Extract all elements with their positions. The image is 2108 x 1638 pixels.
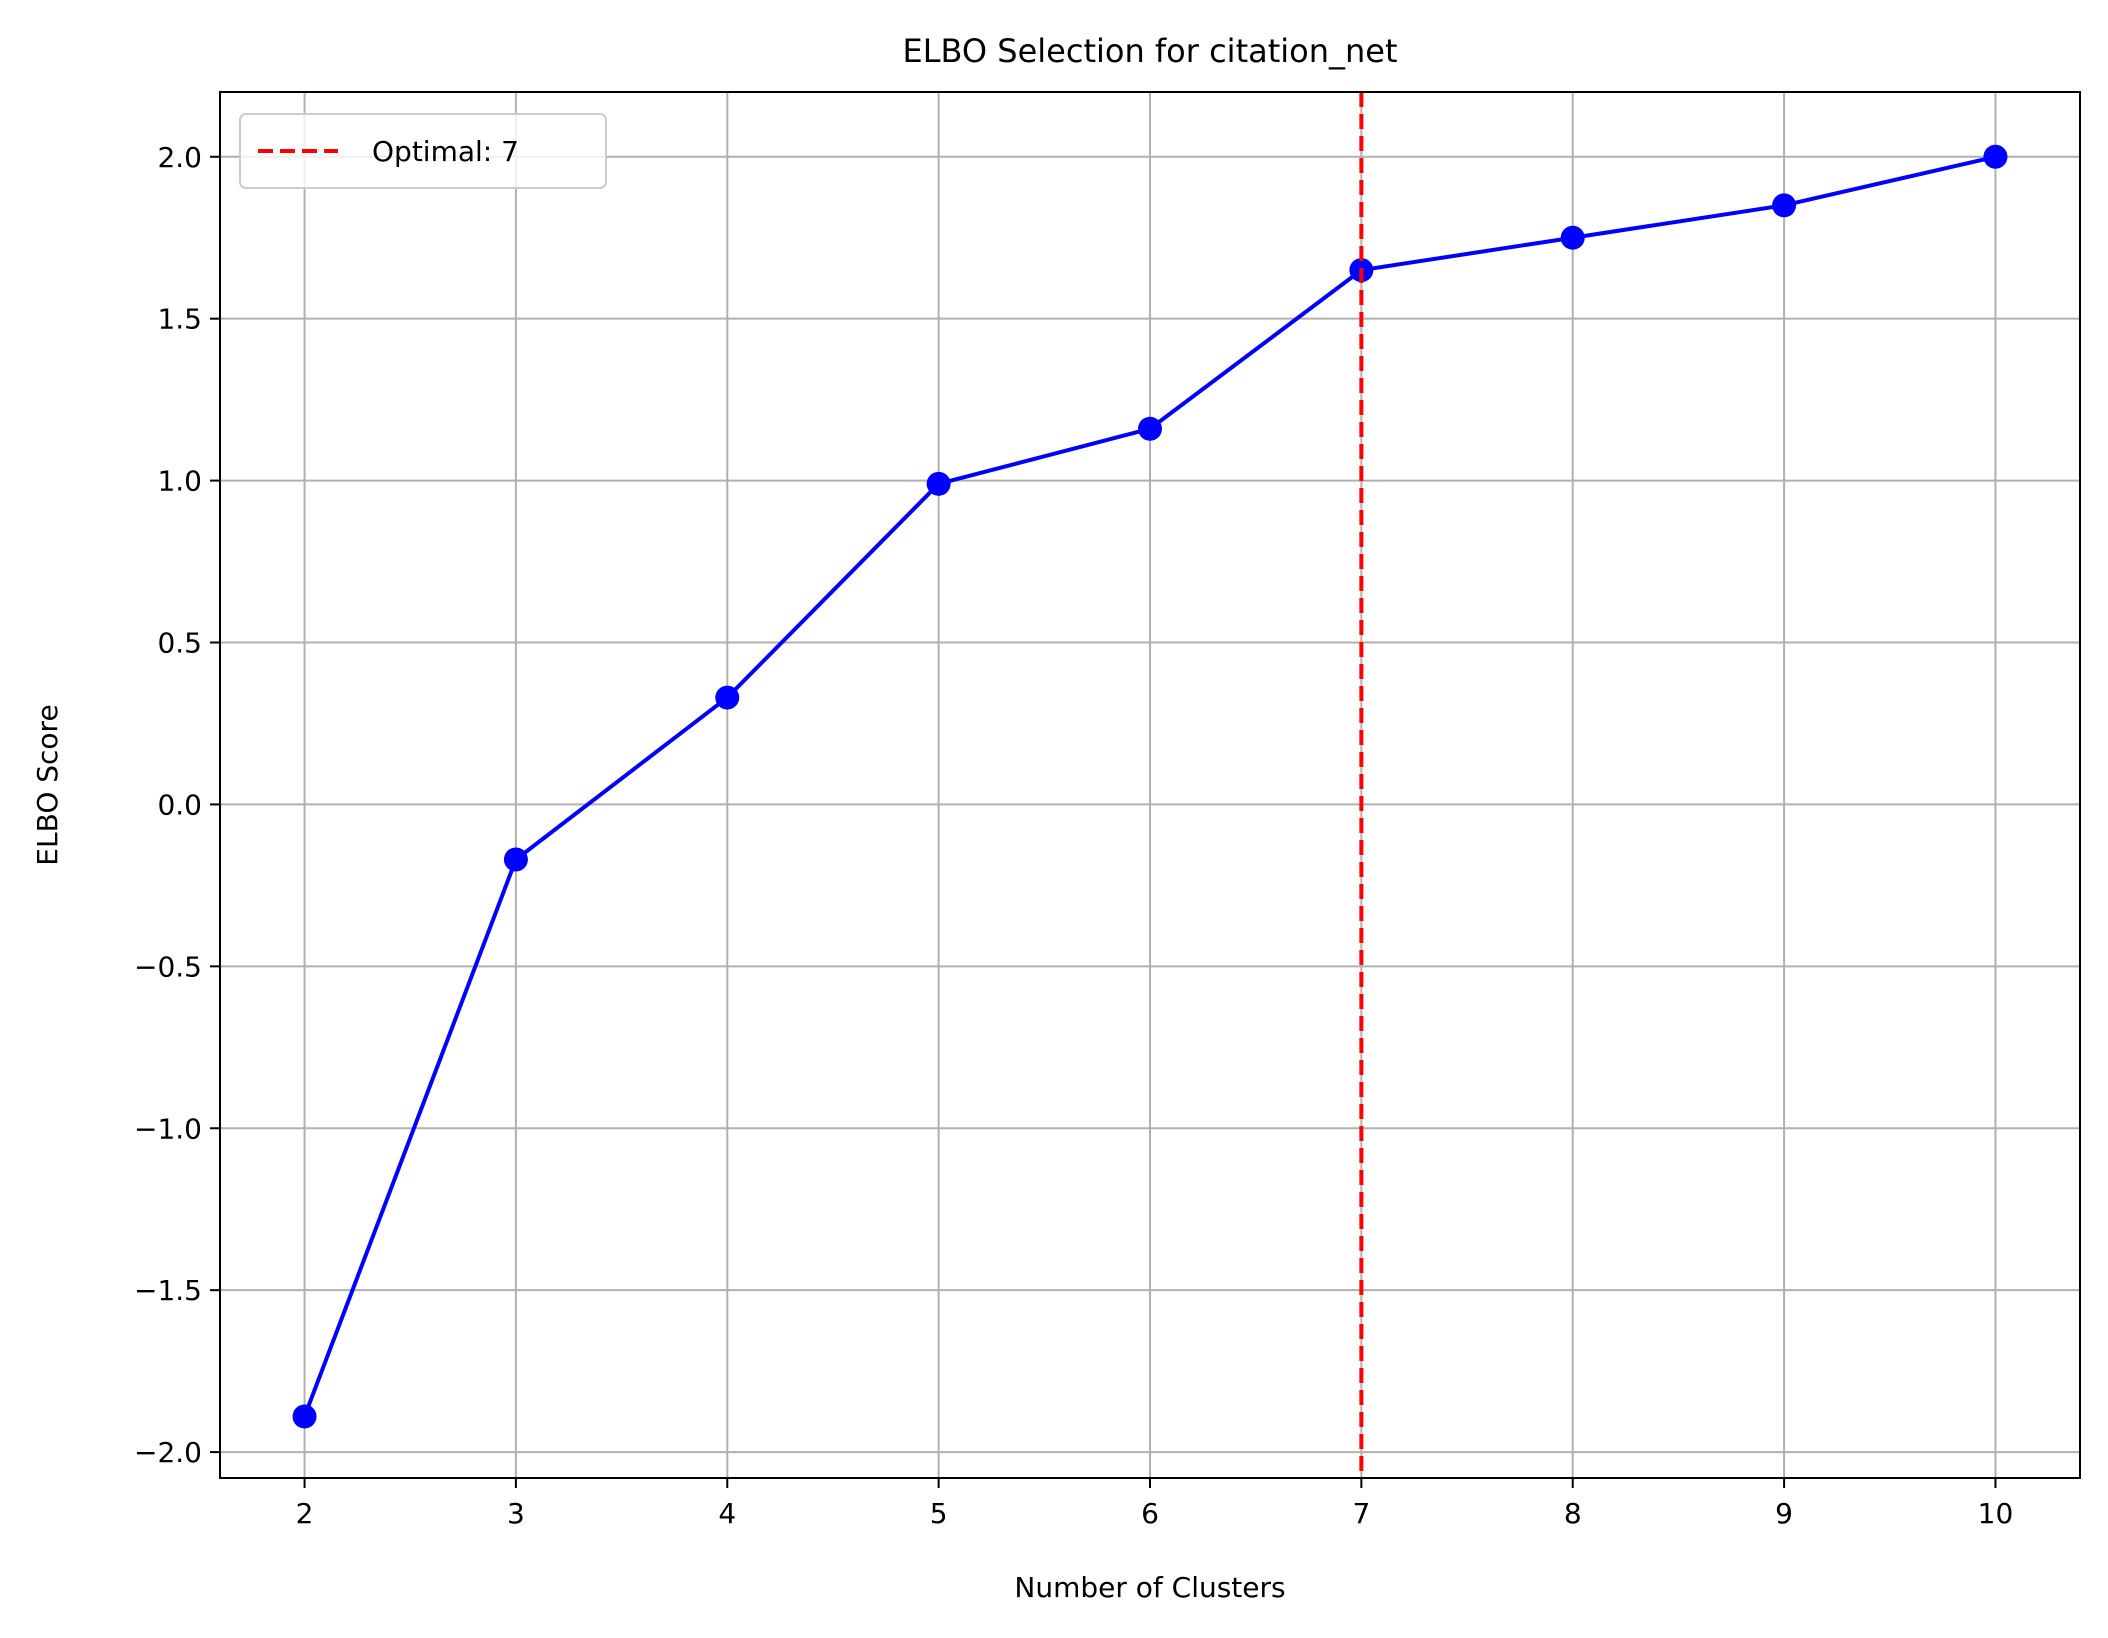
y-tick-label: −1.0 xyxy=(134,1112,202,1145)
y-tick-label: 0.0 xyxy=(157,788,202,821)
x-axis-label: Number of Clusters xyxy=(1014,1571,1285,1604)
x-tick-label: 6 xyxy=(1141,1497,1159,1530)
y-tick-label: −2.0 xyxy=(134,1436,202,1469)
data-point xyxy=(1772,193,1797,218)
data-point xyxy=(1138,416,1162,441)
y-tick-label: 1.5 xyxy=(157,303,202,336)
chart-title: ELBO Selection for citation_net xyxy=(902,32,1397,70)
data-point xyxy=(503,847,528,872)
data-point xyxy=(292,1404,317,1429)
y-tick-label: −0.5 xyxy=(134,950,202,983)
data-series xyxy=(292,144,2008,1429)
data-point xyxy=(715,685,740,710)
data-point xyxy=(1983,144,2008,169)
y-tick-label: −1.5 xyxy=(134,1274,202,1307)
legend-label: Optimal: 7 xyxy=(372,135,519,168)
y-axis-label: ELBO Score xyxy=(31,704,64,865)
x-tick-label: 9 xyxy=(1775,1497,1793,1530)
axis-ticks: 2 3 4 5 6 7 8 9 10 −2.0 −1.5 −1.0 −0.5 0.0 0.5 1.0 1.5 2.… xyxy=(134,141,2013,1530)
x-tick-label: 2 xyxy=(296,1497,314,1530)
legend-box xyxy=(239,113,607,189)
x-tick-label: 8 xyxy=(1564,1497,1582,1530)
y-tick-label: 2.0 xyxy=(157,141,202,174)
data-point xyxy=(1560,225,1585,250)
x-tick-label: 5 xyxy=(930,1497,948,1530)
x-tick-label: 7 xyxy=(1352,1497,1370,1530)
data-point xyxy=(926,471,951,496)
x-tick-label: 3 xyxy=(507,1497,525,1530)
x-tick-label: 4 xyxy=(718,1497,736,1530)
y-tick-label: 0.5 xyxy=(157,627,202,660)
x-tick-label: 10 xyxy=(1978,1497,2014,1530)
legend: Optimal: 7 xyxy=(239,113,607,189)
y-tick-label: 1.0 xyxy=(157,465,202,498)
